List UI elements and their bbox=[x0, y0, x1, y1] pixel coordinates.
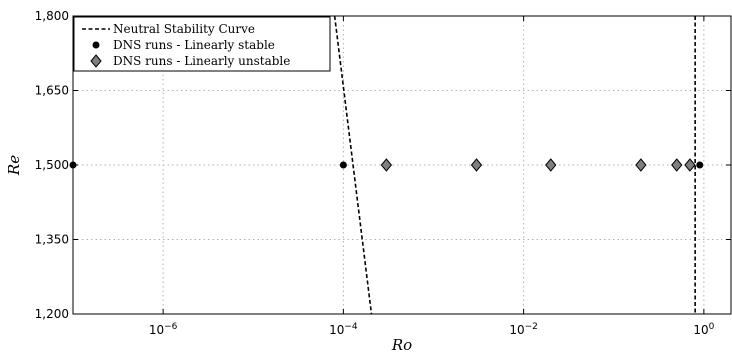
unstable-run-point bbox=[470, 158, 483, 172]
stable-run-point bbox=[339, 161, 347, 169]
neutral-stability-curve bbox=[333, 15, 373, 315]
x-tick-label: 10−2 bbox=[509, 322, 538, 337]
y-tick-label: 1,650 bbox=[35, 84, 69, 98]
y-axis-title: Re bbox=[5, 155, 23, 176]
ticks: 10−6 10−4 10−2 100 1,200 1,350 1,500 1,650 1,800 bbox=[35, 9, 731, 337]
unstable-run-point bbox=[671, 158, 683, 172]
unstable-run-point bbox=[380, 158, 393, 172]
legend-circle-swatch bbox=[92, 41, 100, 49]
legend-label: DNS runs - Linearly stable bbox=[113, 38, 275, 52]
unstable-run-point bbox=[684, 158, 696, 172]
legend-label: Neutral Stability Curve bbox=[113, 22, 255, 36]
x-axis-title: Ro bbox=[391, 336, 412, 354]
series-markers bbox=[69, 158, 704, 172]
x-tick-label: 10−6 bbox=[149, 322, 178, 337]
legend-diamond-swatch bbox=[90, 54, 102, 68]
legend: Neutral Stability Curve DNS runs - Linear… bbox=[73, 16, 331, 72]
unstable-run-point bbox=[545, 158, 557, 172]
x-tick-label: 100 bbox=[693, 322, 714, 337]
y-tick-label: 1,200 bbox=[35, 307, 69, 321]
y-tick-label: 1,350 bbox=[35, 233, 69, 247]
x-tick-label: 10−4 bbox=[329, 322, 358, 337]
series-lines bbox=[333, 15, 696, 315]
y-tick-label: 1,500 bbox=[35, 158, 69, 172]
unstable-run-point bbox=[635, 158, 647, 172]
stable-run-point bbox=[696, 161, 704, 169]
y-tick-label: 1,800 bbox=[35, 9, 69, 23]
legend-box bbox=[73, 16, 331, 72]
legend-label: DNS runs - Linearly unstable bbox=[113, 54, 290, 68]
